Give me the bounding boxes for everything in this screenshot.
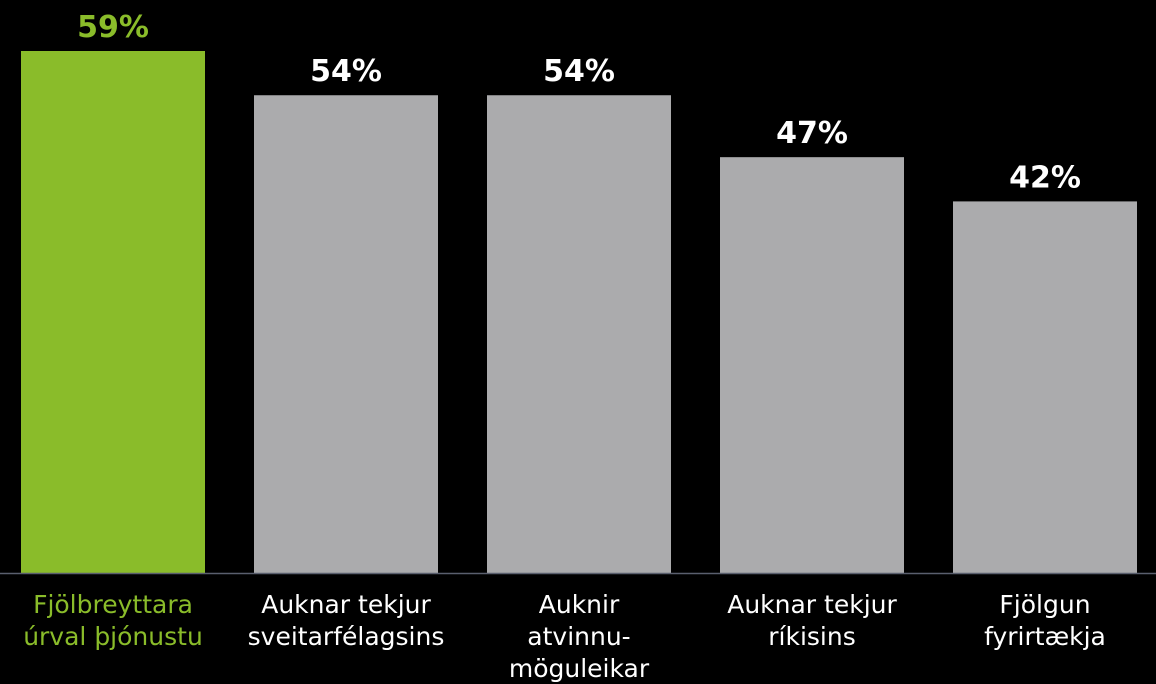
category-label-line: Auknar tekjur <box>727 590 897 619</box>
category-label-line: atvinnu- <box>527 622 630 651</box>
category-label-3: Auknir atvinnu-möguleikar <box>509 590 650 683</box>
bar-value-label-2: 54% <box>310 54 382 89</box>
bar-value-label-5: 42% <box>1009 160 1081 195</box>
category-label-5: Fjölgun fyrirtækja <box>984 590 1106 651</box>
bars-group <box>21 51 1137 573</box>
bar-1 <box>21 51 205 573</box>
category-label-line: úrval þjónustu <box>23 622 203 651</box>
bar-value-label-1: 59% <box>77 10 149 45</box>
category-label-line: Auknar tekjur <box>261 590 431 619</box>
category-label-line: Fjölgun <box>999 590 1090 619</box>
bar-2 <box>254 95 438 573</box>
value-labels-group: 59% 54% 54% 47% 42% <box>77 10 1081 195</box>
bar-5 <box>953 201 1137 573</box>
category-label-line: ríkisins <box>768 622 856 651</box>
bar-3 <box>487 95 671 573</box>
category-label-line: sveitarfélagsins <box>248 622 445 651</box>
category-label-line: fyrirtækja <box>984 622 1106 651</box>
bar-value-label-3: 54% <box>543 54 615 89</box>
category-label-line: möguleikar <box>509 654 650 683</box>
bar-4 <box>720 157 904 573</box>
bar-value-label-4: 47% <box>776 116 848 151</box>
category-labels-group: Fjölbreyttara úrval þjónustu Auknar tekjur… <box>23 590 1106 683</box>
category-label-2: Auknar tekjur sveitarfélagsins <box>248 590 445 651</box>
category-label-line: Auknir <box>539 590 620 619</box>
category-label-1: Fjölbreyttara úrval þjónustu <box>23 590 203 651</box>
category-label-line: Fjölbreyttara <box>33 590 193 619</box>
category-label-4: Auknar tekjur ríkisins <box>727 590 897 651</box>
